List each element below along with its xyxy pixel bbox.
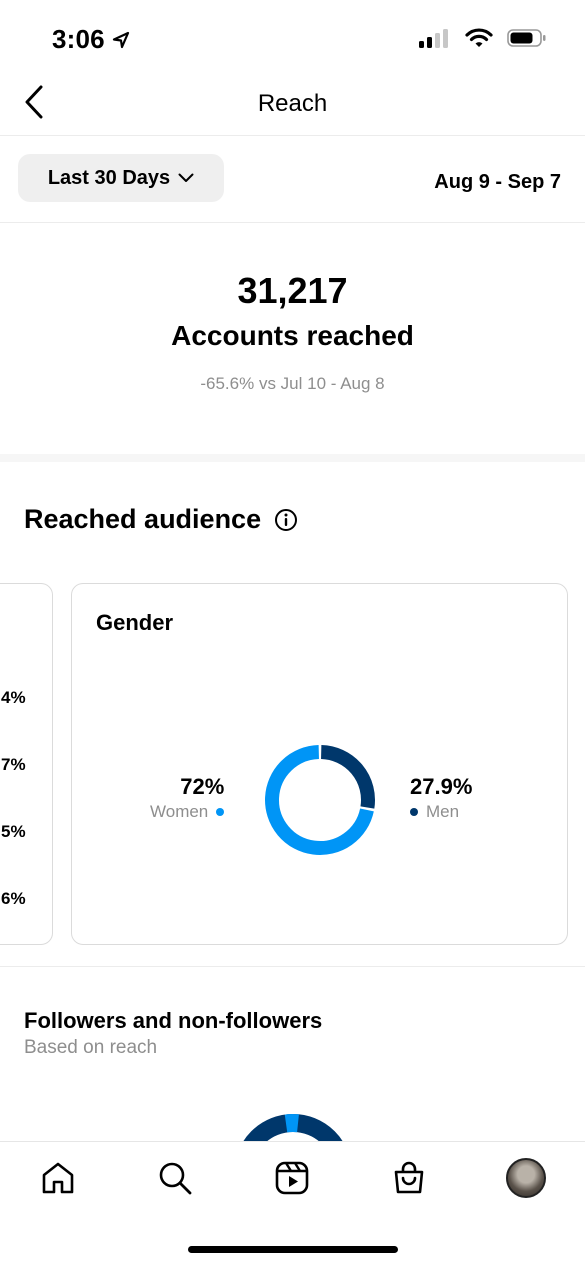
age-range-card[interactable]: 4% 7% 5% 6% [0, 583, 53, 945]
battery-icon [507, 29, 546, 47]
tab-search[interactable] [155, 1158, 195, 1198]
home-icon [42, 1162, 74, 1194]
gender-card[interactable]: Gender 72% Women 27.9% Men [71, 583, 568, 945]
bottom-tab-bar [0, 1141, 585, 1266]
tab-profile[interactable] [506, 1158, 546, 1198]
wifi-icon [465, 28, 493, 47]
date-range-dropdown[interactable]: Last 30 Days [18, 154, 224, 202]
reached-audience-heading: Reached audience [24, 504, 299, 535]
followers-section-subtitle: Based on reach [24, 1037, 158, 1058]
home-indicator [188, 1246, 398, 1253]
age-range-value: 7% [1, 755, 26, 774]
women-color-dot [216, 808, 225, 816]
men-legend: 27.9% Men [410, 774, 472, 822]
gender-card-title: Gender [96, 610, 174, 635]
women-legend: 72% Women [150, 774, 225, 822]
comparison-text: -65.6% vs Jul 10 - Aug 8 [200, 374, 385, 393]
tab-reels[interactable] [272, 1158, 312, 1198]
gender-donut-chart [265, 745, 375, 855]
shop-icon [394, 1161, 424, 1194]
age-range-value: 6% [1, 889, 26, 908]
reels-icon [275, 1161, 309, 1195]
filter-row: Last 30 Days Aug 9 - Sep 7 [0, 137, 585, 223]
followers-section-title: Followers and non-followers [24, 1008, 323, 1033]
date-range-text: Aug 9 - Sep 7 [434, 171, 561, 193]
chevron-left-icon [25, 85, 43, 119]
avatar [506, 1158, 546, 1198]
women-label: Women [150, 802, 209, 821]
tab-shop[interactable] [389, 1158, 429, 1198]
location-arrow-icon [112, 31, 129, 48]
info-button[interactable] [273, 507, 299, 533]
accounts-reached-label: Accounts reached [171, 320, 414, 351]
chevron-down-icon [178, 173, 194, 182]
section-divider [0, 966, 585, 967]
page-title: Reach [257, 90, 328, 117]
search-icon [159, 1162, 192, 1195]
nav-header: Reach [0, 78, 585, 136]
status-indicators [419, 28, 547, 48]
status-time-wrap: 3:06 [52, 24, 131, 55]
cellular-signal-icon [419, 29, 448, 48]
men-label-row: Men [410, 802, 472, 822]
tab-home[interactable] [38, 1158, 78, 1198]
status-bar: 3:06 [0, 0, 585, 78]
date-range-dropdown-label: Last 30 Days [47, 166, 171, 189]
women-label-row: Women [150, 802, 225, 822]
back-button[interactable] [16, 84, 52, 120]
followers-donut-chart [234, 1114, 352, 1142]
followers-donut-svg [242, 1114, 344, 1142]
reach-summary: 31,217 Accounts reached -65.6% vs Jul 10… [0, 224, 585, 454]
age-range-value: 4% [1, 688, 26, 707]
men-donut-segment [320, 745, 375, 809]
accounts-reached-count: 31,217 [237, 270, 348, 311]
info-icon [275, 508, 298, 531]
men-percentage: 27.9% [410, 774, 473, 799]
age-range-value: 5% [1, 822, 26, 841]
women-donut-segment [265, 745, 374, 855]
reached-audience-title: Reached audience [24, 504, 262, 534]
women-percentage: 72% [180, 774, 225, 799]
section-divider [0, 454, 585, 462]
men-color-dot [410, 808, 418, 816]
men-label: Men [426, 802, 460, 821]
status-time: 3:06 [52, 24, 105, 54]
